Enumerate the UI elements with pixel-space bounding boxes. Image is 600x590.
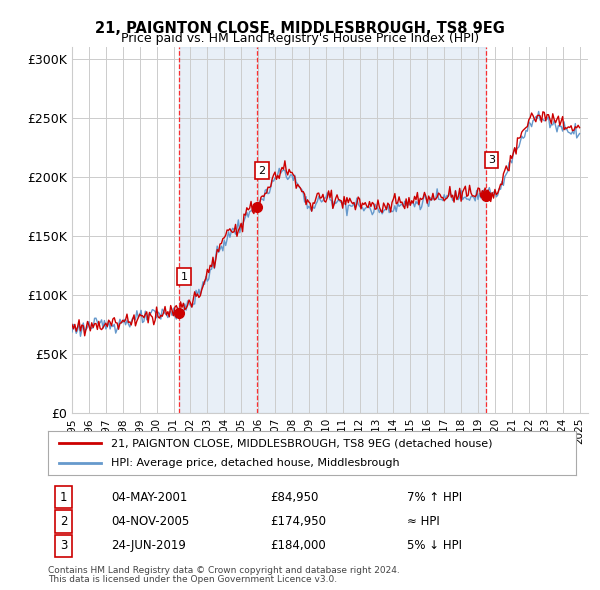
Text: 3: 3 xyxy=(488,155,495,165)
Text: £84,950: £84,950 xyxy=(270,490,318,504)
Text: 5% ↓ HPI: 5% ↓ HPI xyxy=(407,539,462,552)
Text: 1: 1 xyxy=(60,490,68,504)
Text: HPI: Average price, detached house, Middlesbrough: HPI: Average price, detached house, Midd… xyxy=(112,458,400,467)
Text: ≈ HPI: ≈ HPI xyxy=(407,515,440,528)
Text: 3: 3 xyxy=(60,539,68,552)
Text: This data is licensed under the Open Government Licence v3.0.: This data is licensed under the Open Gov… xyxy=(48,575,337,584)
Text: 24-JUN-2019: 24-JUN-2019 xyxy=(112,539,186,552)
Text: 2: 2 xyxy=(60,515,68,528)
Text: 21, PAIGNTON CLOSE, MIDDLESBROUGH, TS8 9EG: 21, PAIGNTON CLOSE, MIDDLESBROUGH, TS8 9… xyxy=(95,21,505,35)
Text: Contains HM Land Registry data © Crown copyright and database right 2024.: Contains HM Land Registry data © Crown c… xyxy=(48,566,400,575)
Text: 2: 2 xyxy=(258,166,265,175)
Text: £184,000: £184,000 xyxy=(270,539,326,552)
Text: Price paid vs. HM Land Registry's House Price Index (HPI): Price paid vs. HM Land Registry's House … xyxy=(121,32,479,45)
Text: £174,950: £174,950 xyxy=(270,515,326,528)
Bar xyxy=(179,47,487,413)
Text: 04-NOV-2005: 04-NOV-2005 xyxy=(112,515,190,528)
Text: 7% ↑ HPI: 7% ↑ HPI xyxy=(407,490,462,504)
Text: 1: 1 xyxy=(181,272,188,281)
Text: 04-MAY-2001: 04-MAY-2001 xyxy=(112,490,188,504)
Text: 21, PAIGNTON CLOSE, MIDDLESBROUGH, TS8 9EG (detached house): 21, PAIGNTON CLOSE, MIDDLESBROUGH, TS8 9… xyxy=(112,438,493,448)
